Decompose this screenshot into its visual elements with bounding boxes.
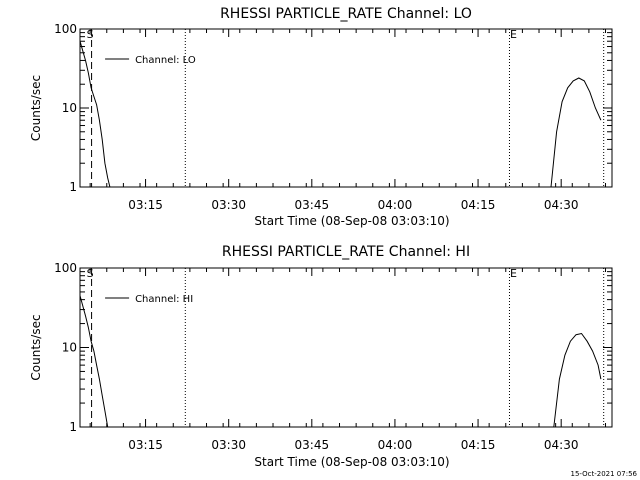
start-marker-label: S: [87, 267, 94, 280]
x-tick-label: 04:30: [544, 438, 579, 452]
x-tick-label: 04:00: [378, 198, 413, 212]
x-axis-label: Start Time (08-Sep-08 03:03:10): [254, 455, 449, 469]
y-tick-label: 10: [62, 341, 77, 355]
legend-label: Channel: LO: [135, 55, 196, 66]
x-tick-label: 04:15: [461, 438, 496, 452]
y-tick-label: 100: [54, 261, 77, 275]
y-tick-label: 10: [62, 101, 77, 115]
panel-lo: RHESSI PARTICLE_RATE Channel: LO 1 10 100 03…: [29, 6, 613, 228]
series-line: [550, 77, 602, 188]
x-tick-label: 03:15: [128, 198, 163, 212]
y-tick-label: 1: [69, 420, 77, 434]
y-axis-label: Counts/sec: [29, 314, 43, 380]
timestamp: 15-Oct-2021 07:56: [571, 470, 638, 478]
end-marker-label: E: [510, 28, 517, 41]
x-tick-label: 04:30: [544, 198, 579, 212]
x-tick-label: 03:45: [295, 198, 330, 212]
legend-label: Channel: HI: [135, 294, 193, 305]
y-tick-label: 100: [54, 22, 77, 36]
series-line: [79, 295, 109, 428]
y-tick-label: 1: [69, 180, 77, 194]
x-tick-label: 03:45: [295, 438, 330, 452]
x-axis-label: Start Time (08-Sep-08 03:03:10): [254, 214, 449, 228]
start-marker-label: S: [87, 28, 94, 41]
end-marker-label: E: [510, 267, 517, 280]
plot-frame: [79, 267, 613, 428]
x-tick-label: 04:15: [461, 198, 496, 212]
series-line: [553, 332, 602, 428]
x-tick-label: 04:00: [378, 438, 413, 452]
plot-frame: [79, 28, 613, 188]
x-tick-label: 03:15: [128, 438, 163, 452]
x-tick-label: 03:30: [211, 198, 246, 212]
y-axis-label: Counts/sec: [29, 75, 43, 141]
chart-title: RHESSI PARTICLE_RATE Channel: HI: [222, 244, 470, 260]
series-line: [79, 41, 111, 188]
panel-hi: RHESSI PARTICLE_RATE Channel: HI 1 10 100 03…: [29, 244, 613, 469]
chart-title: RHESSI PARTICLE_RATE Channel: LO: [220, 6, 472, 22]
x-tick-label: 03:30: [211, 438, 246, 452]
